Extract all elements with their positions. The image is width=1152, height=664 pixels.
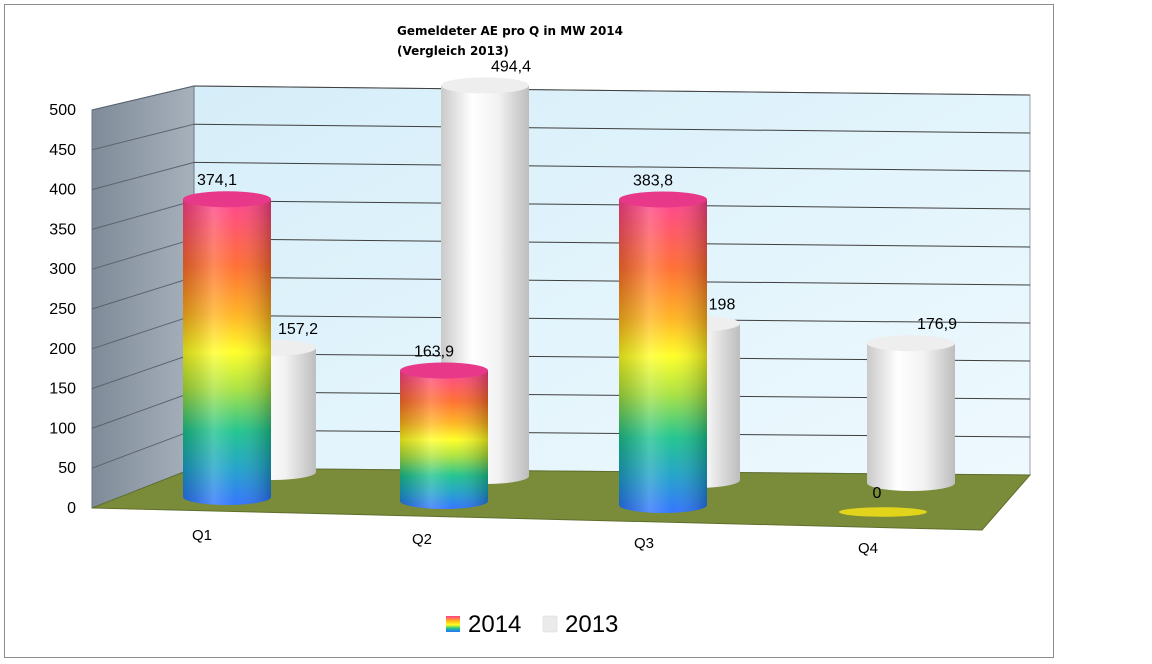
bars: [183, 77, 955, 517]
y-tick-label: 0: [67, 500, 76, 517]
category-label: Q3: [634, 535, 654, 552]
floor: [91, 467, 1032, 531]
bar-2014-q1: [183, 191, 271, 505]
gridline: [91, 429, 195, 469]
gridline: [193, 161, 1031, 172]
data-label-2013: 494,4: [491, 58, 531, 75]
bar-2014-q3: [619, 191, 707, 514]
gridline: [91, 352, 195, 390]
chart-title-line-1: Gemeldeter AE pro Q in MW 2014: [397, 24, 624, 38]
data-label-2014: 0: [873, 485, 882, 502]
chart-title: Gemeldeter AE pro Q in MW 2014 (Vergleic…: [397, 21, 623, 61]
y-axis-ticks: 0 50 100 150 200 250 300 350 400 450 500: [49, 102, 76, 517]
gridline: [193, 314, 1031, 324]
bar-2014-q4: [839, 507, 927, 517]
bar-2014-q3-shade: [619, 199, 707, 514]
chart-title-line-2: (Vergleich 2013): [397, 44, 509, 58]
gridline: [193, 200, 1031, 210]
data-label-2014: 374,1: [197, 172, 237, 189]
bar-2013-q4: [867, 335, 955, 491]
y-tick-label: 300: [49, 261, 76, 278]
data-label-2013: 157,2: [278, 321, 318, 338]
gridline: [91, 238, 195, 270]
bar-2013-q4-top: [867, 335, 955, 352]
gridline: [193, 123, 1031, 134]
bar-2014-q1-top: [183, 191, 271, 208]
bar-2014-q1-shade: [183, 199, 271, 505]
gridline: [91, 200, 195, 230]
gridline: [193, 238, 1031, 248]
gridline: [91, 123, 195, 151]
gridline: [91, 314, 195, 350]
bar-2014-q3-top: [619, 191, 707, 208]
bar-2014-q4-base: [839, 507, 927, 517]
gridline: [91, 85, 195, 111]
category-label: Q2: [412, 531, 432, 548]
category-label: Q1: [192, 527, 212, 544]
legend-label-2013: 2013: [565, 611, 618, 638]
bar-2014-q2: [400, 362, 488, 509]
data-label-2013: 198: [709, 297, 736, 314]
legend: 2014 2013: [446, 611, 618, 638]
y-tick-label: 50: [58, 460, 76, 477]
bar-2013-q2-top: [441, 77, 529, 94]
y-tick-label: 450: [49, 142, 76, 159]
y-tick-label: 350: [49, 221, 76, 238]
data-label-2013: 176,9: [917, 316, 957, 333]
y-tick-label: 500: [49, 102, 76, 119]
gridline: [193, 85, 1031, 96]
y-tick-label: 200: [49, 341, 76, 358]
gridline: [91, 391, 195, 429]
y-tick-label: 400: [49, 182, 76, 199]
legend-swatch-2013: [542, 615, 558, 633]
bar-2014-q2-shade: [400, 370, 488, 509]
bar-2014-q2-top: [400, 362, 488, 379]
x-axis-category-labels: Q1 Q2 Q3 Q4: [192, 527, 878, 557]
side-wall: [91, 85, 195, 509]
legend-swatch-2014: [446, 616, 460, 632]
legend-label-2014: 2014: [468, 611, 521, 638]
gridline: [91, 276, 195, 310]
gridline: [91, 161, 195, 191]
y-tick-label: 250: [49, 301, 76, 318]
y-tick-label: 150: [49, 381, 76, 398]
gridline: [193, 276, 1031, 286]
data-label-2014: 383,8: [633, 172, 673, 189]
category-label: Q4: [858, 540, 878, 557]
data-label-2014: 163,9: [414, 344, 454, 361]
y-tick-label: 100: [49, 420, 76, 437]
data-labels: 157,2 494,4 198 176,9 374,1 163,9 383,8 0: [197, 58, 957, 502]
bar-2013-q4-body: [867, 343, 955, 491]
